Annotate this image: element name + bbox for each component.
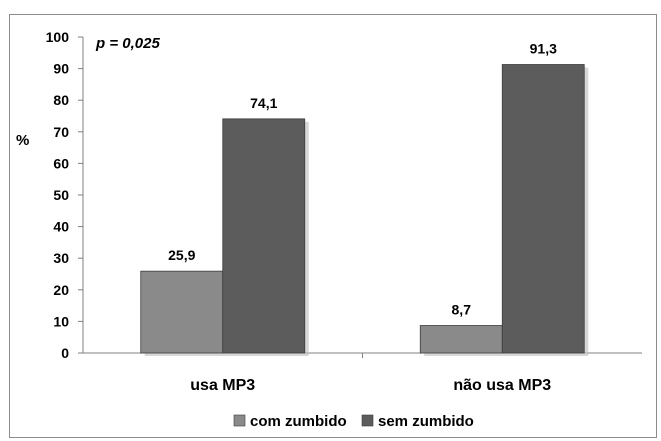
legend-label: com zumbido (250, 413, 347, 430)
x-category-label: usa MP3 (190, 377, 255, 394)
y-tick-label: 30 (53, 250, 69, 266)
bar-sem-zumbido (222, 118, 306, 354)
y-tick-label: 0 (61, 345, 69, 361)
y-tick-label: 70 (53, 124, 69, 140)
legend-swatch (361, 414, 374, 427)
y-tick-label: 90 (53, 61, 69, 77)
legend-swatch (233, 414, 246, 427)
y-tick-label: 80 (53, 92, 69, 108)
y-axis-label: % (16, 132, 29, 149)
y-tick-label: 100 (46, 29, 70, 45)
y-tick-label: 10 (53, 313, 69, 329)
bar-sem-zumbido (501, 64, 585, 354)
legend: com zumbido sem zumbido (233, 413, 474, 430)
y-tick-label: 20 (53, 282, 69, 298)
data-label: 74,1 (250, 95, 277, 111)
y-tick-label: 60 (53, 155, 69, 171)
bar-com-zumbido (140, 270, 224, 354)
bars-group: 25,9 74,1 usa MP3 8,7 91,3 não usa MP3 (140, 40, 589, 394)
bar-com-zumbido (419, 325, 503, 354)
y-tick-label: 50 (53, 187, 69, 203)
x-category-label: não usa MP3 (453, 377, 551, 394)
data-label: 25,9 (168, 247, 195, 263)
legend-label: sem zumbido (378, 413, 474, 430)
data-label: 8,7 (452, 302, 472, 318)
y-tick-label: 40 (53, 219, 69, 235)
data-label: 91,3 (530, 40, 557, 56)
p-value-annotation: p = 0,025 (95, 35, 160, 52)
